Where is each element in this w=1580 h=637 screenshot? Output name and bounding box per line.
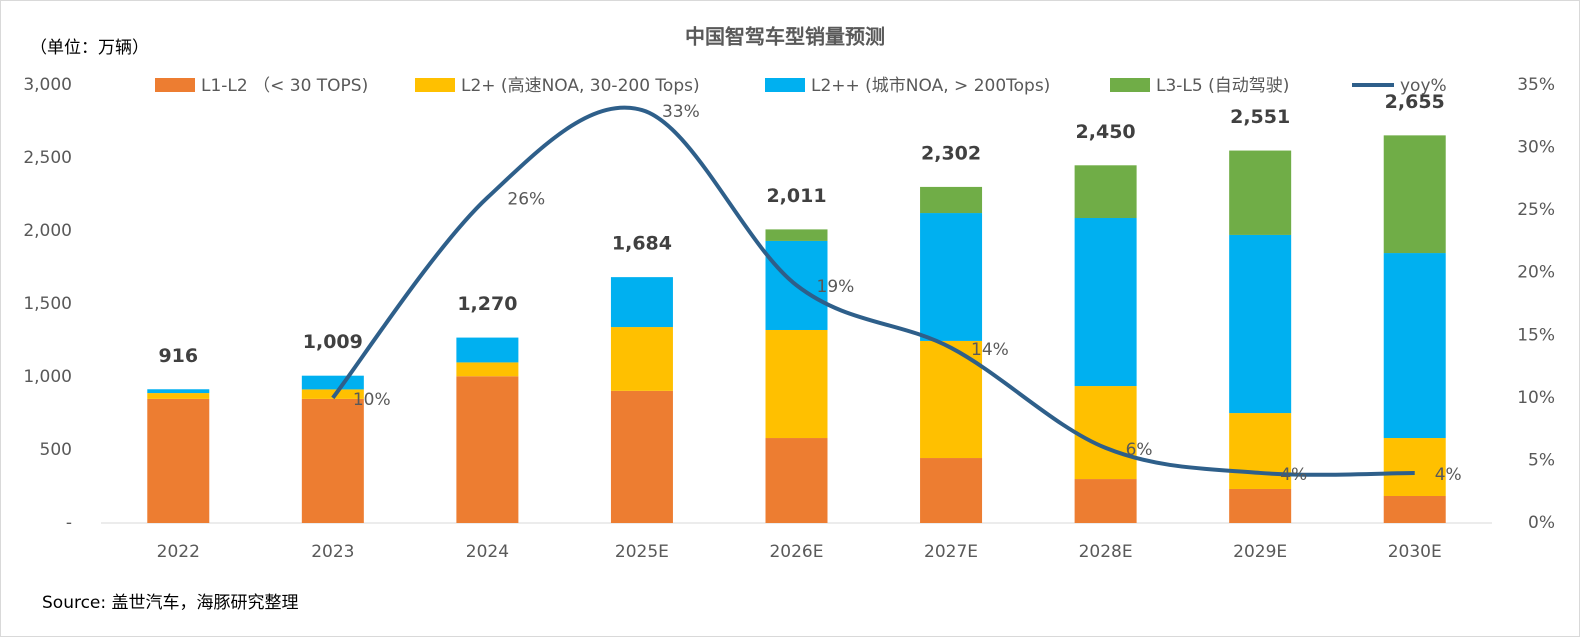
y2-tick-label: 10%	[1517, 388, 1555, 408]
bar-segment	[147, 393, 210, 399]
bar-segment	[147, 398, 210, 523]
bar-segment	[1229, 150, 1292, 235]
bar-segment	[1074, 218, 1137, 387]
y2-tick-label: 20%	[1517, 263, 1555, 283]
bar-segment	[920, 458, 983, 523]
bar-segment	[1074, 479, 1137, 523]
total-label: 2,011	[766, 185, 826, 207]
bar-segment	[1229, 413, 1292, 489]
bar-segment	[920, 186, 983, 214]
unit-label: （单位：万辆）	[30, 38, 149, 58]
x-tick-label: 2028E	[1079, 542, 1133, 562]
x-tick-label: 2022	[157, 542, 200, 562]
y2-tick-label: 30%	[1517, 138, 1555, 158]
x-tick-label: 2024	[466, 542, 509, 562]
bar-segment	[1074, 165, 1137, 219]
legend-swatch	[765, 78, 805, 92]
y2-tick-label: 25%	[1517, 200, 1555, 220]
bar-segment	[456, 337, 519, 363]
legend-swatch	[155, 78, 195, 92]
y2-tick-label: 35%	[1517, 75, 1555, 95]
bar-segment	[1383, 438, 1446, 496]
y2-tick-label: 5%	[1528, 450, 1555, 470]
line-value-label: 33%	[662, 102, 700, 122]
bar-segment	[610, 390, 673, 523]
legend-label: L3-L5 (自动驾驶)	[1156, 76, 1289, 96]
total-label: 2,450	[1076, 121, 1136, 143]
y-tick-label: 1,500	[23, 294, 72, 314]
bar-segment	[456, 376, 519, 523]
bar-segment	[1383, 495, 1446, 523]
line-value-label: 4%	[1280, 465, 1307, 485]
line-value-label: 14%	[971, 340, 1009, 360]
legend-label: yoy%	[1400, 76, 1447, 96]
bar-segment	[765, 229, 828, 241]
y2-tick-label: 15%	[1517, 325, 1555, 345]
y-tick-label: 3,000	[23, 75, 72, 95]
legend-swatch	[1110, 78, 1150, 92]
x-tick-label: 2023	[311, 542, 354, 562]
bar-segment	[765, 438, 828, 523]
line-value-label: 10%	[353, 390, 391, 410]
bar-segment	[1229, 488, 1292, 523]
x-tick-label: 2026E	[769, 542, 823, 562]
bar-segment	[610, 327, 673, 391]
y-tick-label: 2,500	[23, 148, 72, 168]
yoy-line	[331, 105, 1415, 477]
legend-label: L2+ (高速NOA, 30-200 Tops)	[461, 76, 700, 96]
bar-segment	[301, 375, 364, 390]
total-label: 916	[158, 345, 198, 367]
y-tick-label: -	[66, 513, 72, 533]
chart-title: 中国智驾车型销量预测	[685, 25, 885, 49]
legend-label: L2++ (城市NOA, > 200Tops)	[811, 76, 1050, 96]
x-tick-label: 2025E	[615, 542, 669, 562]
line-value-label: 26%	[507, 190, 545, 210]
legend-swatch	[415, 78, 455, 92]
total-label: 1,270	[457, 293, 517, 315]
bar-segment	[1383, 135, 1446, 254]
bar-segment	[456, 362, 519, 377]
y2-tick-label: 0%	[1528, 513, 1555, 533]
bar-segment	[301, 389, 364, 399]
bar-segment	[765, 329, 828, 439]
y-tick-label: 1,000	[23, 367, 72, 387]
bar-segment	[1383, 253, 1446, 439]
total-label: 2,551	[1230, 106, 1290, 128]
x-tick-label: 2027E	[924, 542, 978, 562]
line-value-label: 19%	[817, 277, 855, 297]
bar-segment	[1074, 386, 1137, 480]
bar-segment	[301, 398, 364, 523]
total-label: 2,655	[1385, 91, 1445, 113]
total-label: 1,684	[612, 233, 672, 255]
x-tick-label: 2030E	[1388, 542, 1442, 562]
y-tick-label: 500	[40, 440, 72, 460]
line-value-label: 6%	[1126, 440, 1153, 460]
bar-segment	[610, 277, 673, 328]
x-tick-label: 2029E	[1233, 542, 1287, 562]
total-label: 1,009	[303, 331, 363, 353]
source: Source: 盖世汽车，海豚研究整理	[42, 593, 299, 613]
bar-segment	[1229, 234, 1292, 414]
legend-label: L1-L2 （< 30 TOPS)	[201, 76, 368, 96]
total-label: 2,302	[921, 142, 981, 164]
y-tick-label: 2,000	[23, 221, 72, 241]
bar-segment	[147, 389, 210, 394]
bar-segment	[920, 213, 983, 341]
line-value-label: 4%	[1435, 465, 1462, 485]
